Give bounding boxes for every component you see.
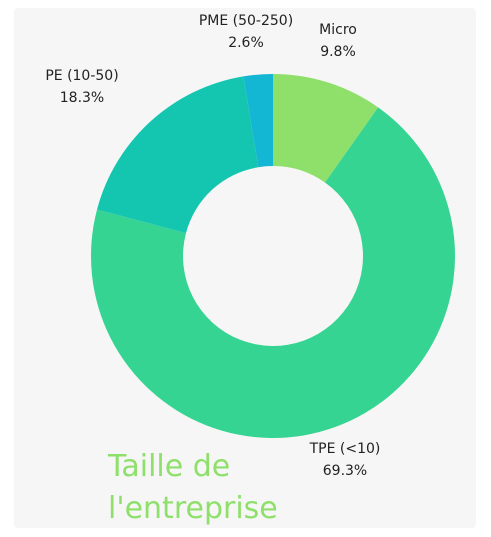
slice-label: TPE (<10) [309, 441, 381, 457]
slice-label: PME (50-250) [199, 13, 293, 29]
slice [273, 74, 379, 183]
value-label: 9.8% [320, 44, 356, 60]
value-label: 69.3% [323, 463, 367, 479]
value-label: 18.3% [60, 90, 104, 106]
slice [97, 76, 259, 234]
slice-label: Micro [319, 22, 357, 38]
slice-label: PE (10-50) [45, 68, 118, 84]
slice [243, 74, 273, 168]
value-label: 2.6% [228, 35, 264, 51]
slice [91, 107, 456, 438]
chart-title: Taille de l'entreprise [108, 449, 278, 526]
